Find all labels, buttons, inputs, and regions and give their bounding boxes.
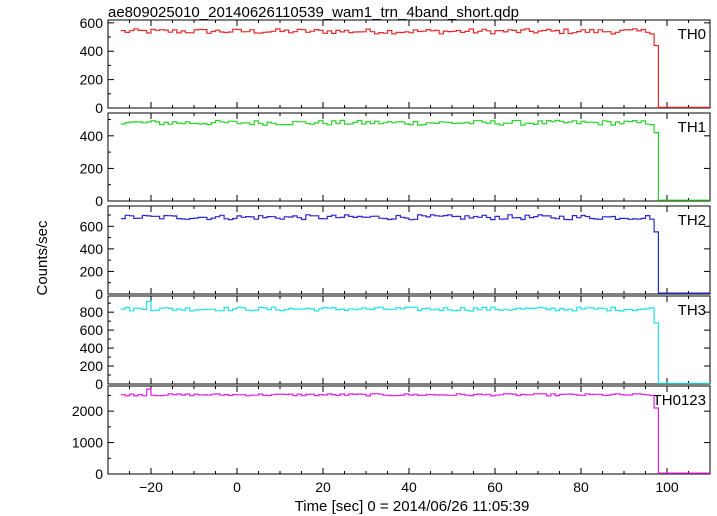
y-tick-label: 600 xyxy=(80,15,104,31)
x-tick-label: 80 xyxy=(573,479,589,495)
y-tick-label: 200 xyxy=(80,263,104,279)
y-tick-label: 0 xyxy=(95,376,103,392)
x-axis: −20 0 20 40 60 80 100 xyxy=(139,479,679,495)
series-label: TH3 xyxy=(678,302,706,319)
panel-th3: 0 200 400 600 800 TH3 xyxy=(80,295,711,392)
series-label: TH1 xyxy=(678,119,706,136)
y-axis-label: Counts/sec xyxy=(34,220,51,296)
y-tick-label: 600 xyxy=(80,218,104,234)
y-tick-label: 200 xyxy=(80,160,104,176)
y-tick-label: 400 xyxy=(80,340,104,356)
panel-th1: 0 200 400 TH1 xyxy=(80,112,711,209)
panels: 0 200 400 600 TH0 0 200 400 TH1 0 200 400 600 TH2 0 200… xyxy=(72,15,711,482)
y-tick-label: 0 xyxy=(95,193,103,209)
chart-title: ae809025010_20140626110539_wam1_trn_4ban… xyxy=(108,4,519,21)
x-tick-label: 20 xyxy=(315,479,331,495)
y-tick-label: 2000 xyxy=(72,403,103,419)
y-tick-label: 600 xyxy=(80,322,104,338)
y-tick-label: 200 xyxy=(80,358,104,374)
series-line-th0 xyxy=(120,28,710,108)
series-line-th1 xyxy=(120,119,710,201)
panel-th0: 0 200 400 600 TH0 xyxy=(80,15,711,116)
series-label: TH2 xyxy=(678,212,706,229)
x-tick-label: 60 xyxy=(487,479,503,495)
x-axis-label: Time [sec] 0 = 2014/06/26 11:05:39 xyxy=(295,498,530,515)
panel-frame xyxy=(107,112,711,202)
x-tick-label: 40 xyxy=(401,479,417,495)
y-tick-label: 0 xyxy=(95,466,103,482)
y-tick-label: 0 xyxy=(95,286,103,302)
panel-th2: 0 200 400 600 TH2 xyxy=(80,205,711,302)
y-tick-label: 800 xyxy=(80,304,104,320)
x-tick-label: −20 xyxy=(139,479,163,495)
series-line-th3 xyxy=(120,300,710,384)
y-tick-label: 400 xyxy=(80,128,104,144)
series-line-th2 xyxy=(120,214,710,294)
y-tick-label: 0 xyxy=(95,100,103,116)
x-tick-label: 0 xyxy=(233,479,241,495)
y-tick-label: 1000 xyxy=(72,435,103,451)
series-label: TH0123 xyxy=(653,392,706,409)
x-tick-label: 100 xyxy=(655,479,679,495)
series-line-th0123 xyxy=(120,388,710,474)
y-tick-label: 200 xyxy=(80,72,104,88)
panel-frame xyxy=(107,385,711,475)
y-tick-label: 400 xyxy=(80,43,104,59)
y-tick-label: 400 xyxy=(80,241,104,257)
panel-th0123: 0 1000 2000 TH0123 xyxy=(72,385,711,482)
series-label: TH0 xyxy=(678,26,706,43)
